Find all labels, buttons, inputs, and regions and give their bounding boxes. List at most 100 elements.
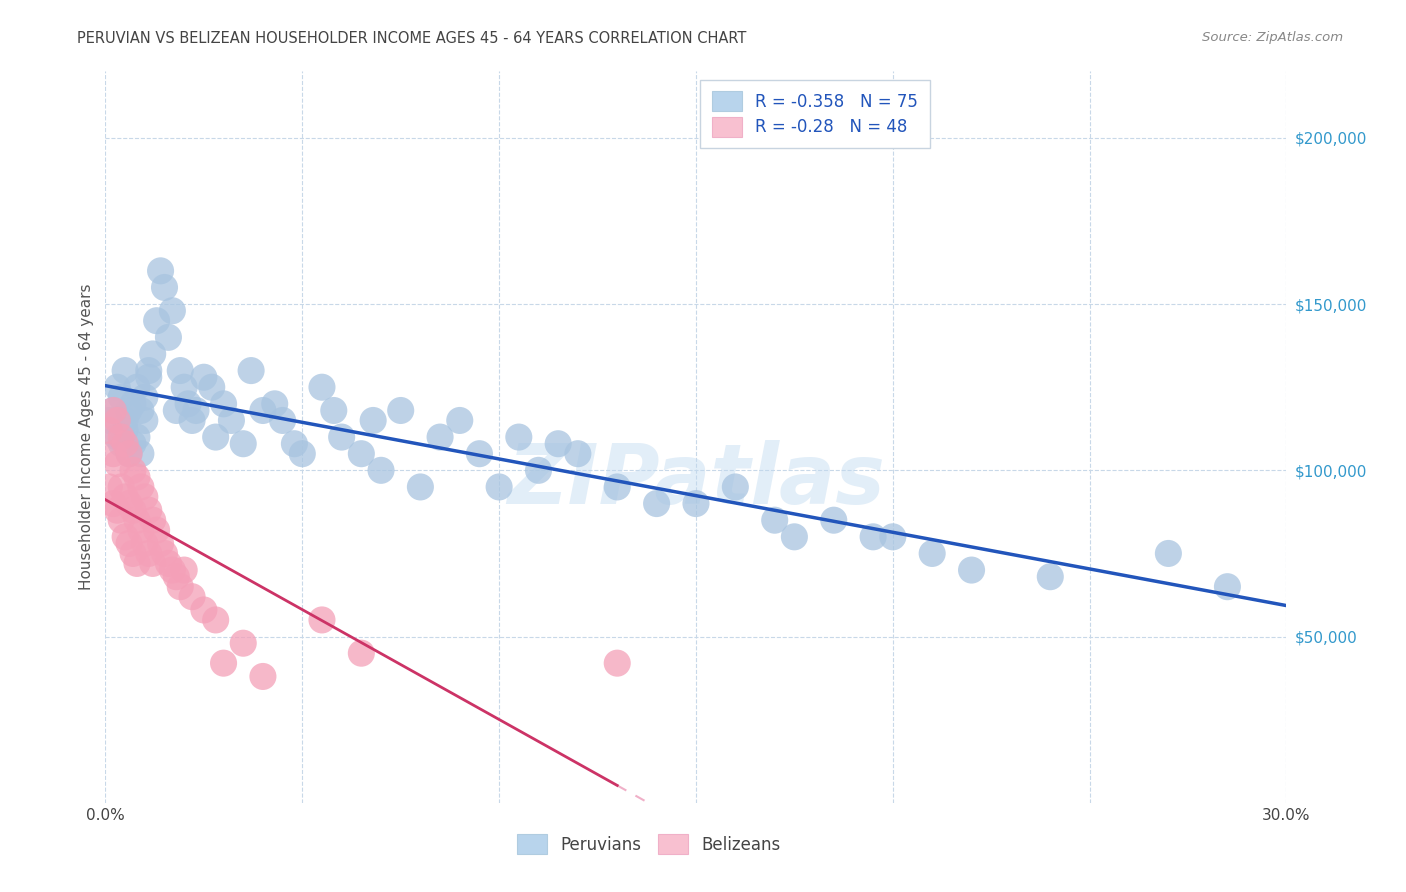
Point	[157, 557, 180, 571]
Point	[921, 546, 943, 560]
Point	[125, 470, 148, 484]
Point	[134, 490, 156, 504]
Point	[138, 503, 160, 517]
Point	[129, 523, 152, 537]
Point	[169, 363, 191, 377]
Point	[118, 403, 141, 417]
Point	[409, 480, 432, 494]
Point	[1039, 570, 1062, 584]
Point	[862, 530, 884, 544]
Point	[134, 390, 156, 404]
Point	[110, 390, 132, 404]
Point	[157, 330, 180, 344]
Point	[1216, 580, 1239, 594]
Point	[173, 563, 195, 577]
Point	[271, 413, 294, 427]
Point	[165, 570, 187, 584]
Point	[114, 363, 136, 377]
Point	[193, 603, 215, 617]
Point	[122, 436, 145, 450]
Point	[322, 403, 344, 417]
Point	[98, 424, 121, 438]
Point	[1157, 546, 1180, 560]
Point	[311, 613, 333, 627]
Point	[125, 513, 148, 527]
Point	[389, 403, 412, 417]
Point	[129, 447, 152, 461]
Point	[606, 656, 628, 670]
Point	[138, 370, 160, 384]
Point	[488, 480, 510, 494]
Point	[149, 536, 172, 550]
Point	[145, 523, 167, 537]
Point	[110, 430, 132, 444]
Point	[645, 497, 668, 511]
Point	[193, 370, 215, 384]
Point	[153, 280, 176, 294]
Point	[98, 413, 121, 427]
Point	[162, 303, 184, 318]
Point	[125, 380, 148, 394]
Point	[105, 503, 128, 517]
Point	[114, 436, 136, 450]
Point	[110, 436, 132, 450]
Point	[763, 513, 786, 527]
Point	[547, 436, 569, 450]
Point	[212, 397, 235, 411]
Point	[103, 403, 125, 417]
Point	[142, 513, 165, 527]
Point	[685, 497, 707, 511]
Point	[201, 380, 224, 394]
Point	[138, 546, 160, 560]
Point	[110, 480, 132, 494]
Point	[142, 347, 165, 361]
Legend: Peruvians, Belizeans: Peruvians, Belizeans	[510, 828, 787, 860]
Point	[105, 413, 128, 427]
Point	[129, 480, 152, 494]
Point	[125, 557, 148, 571]
Point	[103, 447, 125, 461]
Point	[350, 447, 373, 461]
Point	[103, 497, 125, 511]
Point	[169, 580, 191, 594]
Point	[105, 430, 128, 444]
Point	[429, 430, 451, 444]
Point	[114, 413, 136, 427]
Point	[114, 424, 136, 438]
Point	[114, 530, 136, 544]
Point	[98, 480, 121, 494]
Point	[177, 397, 200, 411]
Point	[138, 363, 160, 377]
Point	[145, 314, 167, 328]
Point	[370, 463, 392, 477]
Point	[311, 380, 333, 394]
Text: PERUVIAN VS BELIZEAN HOUSEHOLDER INCOME AGES 45 - 64 YEARS CORRELATION CHART: PERUVIAN VS BELIZEAN HOUSEHOLDER INCOME …	[77, 31, 747, 46]
Point	[153, 546, 176, 560]
Text: Source: ZipAtlas.com: Source: ZipAtlas.com	[1202, 31, 1343, 45]
Point	[221, 413, 243, 427]
Point	[134, 413, 156, 427]
Point	[184, 403, 207, 417]
Point	[823, 513, 845, 527]
Point	[361, 413, 384, 427]
Point	[350, 646, 373, 660]
Point	[204, 613, 226, 627]
Point	[724, 480, 747, 494]
Point	[240, 363, 263, 377]
Point	[527, 463, 550, 477]
Point	[283, 436, 305, 450]
Point	[181, 590, 204, 604]
Point	[125, 430, 148, 444]
Point	[122, 546, 145, 560]
Point	[118, 497, 141, 511]
Point	[181, 413, 204, 427]
Point	[204, 430, 226, 444]
Point	[122, 503, 145, 517]
Point	[105, 457, 128, 471]
Point	[173, 380, 195, 394]
Point	[129, 403, 152, 417]
Point	[142, 557, 165, 571]
Point	[252, 669, 274, 683]
Point	[118, 536, 141, 550]
Point	[110, 513, 132, 527]
